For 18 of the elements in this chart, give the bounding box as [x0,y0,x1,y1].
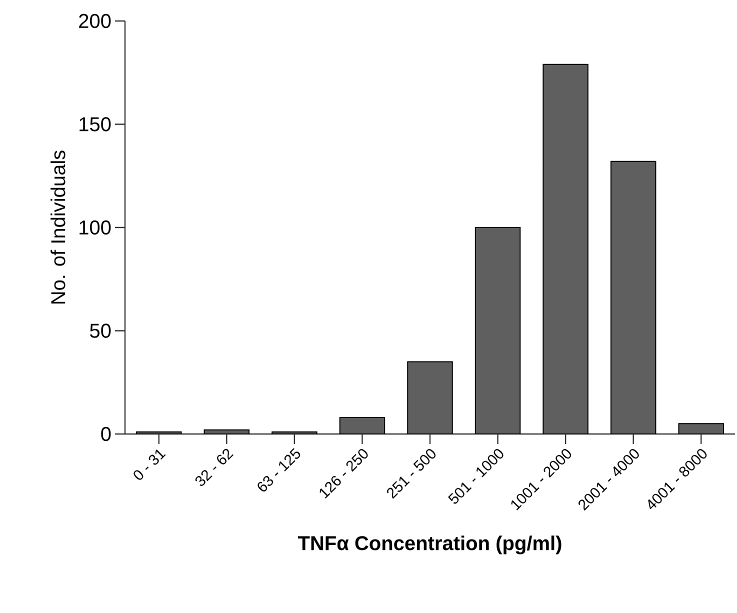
x-axis-title: TNFα Concentration (pg/ml) [298,536,562,554]
x-tick-label: 251 - 500 [386,449,436,499]
bar [474,226,521,434]
y-tick-label: 0 [101,426,111,442]
bar [407,361,453,434]
bar [339,416,386,434]
x-tick-label: 126 - 250 [320,449,368,499]
y-tick-label: 50 [90,324,111,338]
bar [610,160,656,434]
bar [542,64,588,434]
y-tick-label: 150 [80,117,111,132]
x-tick-label: 63 - 125 [258,448,300,492]
bar [678,423,724,434]
y-tick-label: 100 [80,220,111,235]
y-axis-title: No. of Individuals [50,150,66,304]
y-tick-label: 200 [79,14,111,28]
x-tick-label: 0 - 31 [134,450,166,480]
x-tick-label: 32 - 62 [195,448,234,486]
